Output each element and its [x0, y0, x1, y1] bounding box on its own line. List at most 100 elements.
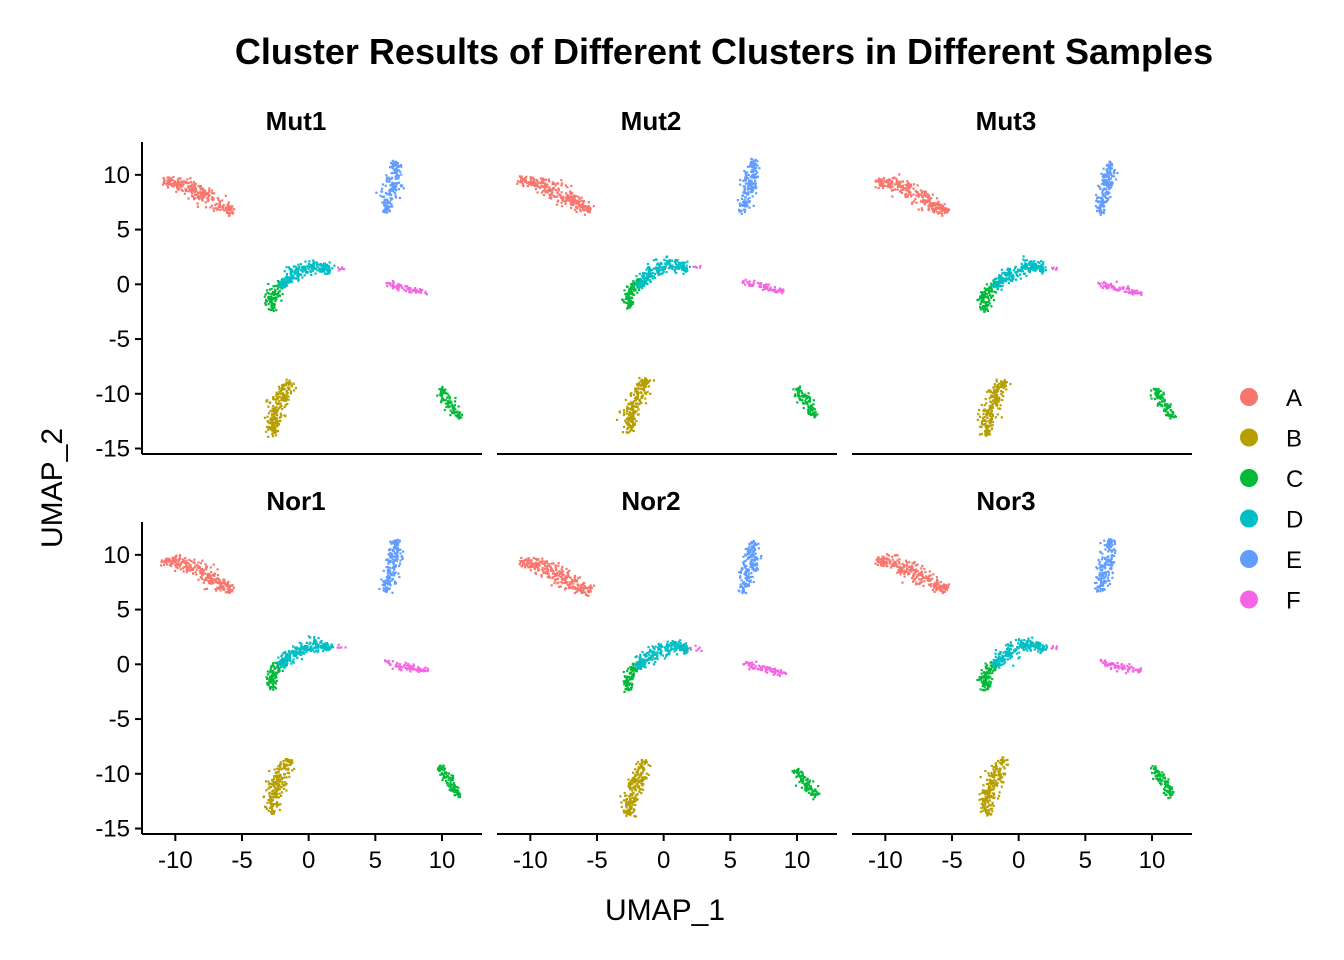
point-A — [219, 582, 222, 586]
point-C — [446, 396, 449, 399]
point-D — [654, 267, 657, 270]
point-A — [561, 577, 564, 580]
point-A — [558, 570, 561, 573]
point-A — [582, 583, 585, 586]
point-A — [561, 565, 564, 569]
point-B — [263, 795, 266, 798]
point-B — [618, 411, 621, 414]
point-D — [323, 644, 326, 647]
point-D — [312, 265, 315, 268]
point-D — [314, 272, 317, 275]
point-F — [1102, 285, 1105, 288]
point-D — [303, 646, 306, 649]
point-E — [1104, 196, 1108, 200]
point-E — [747, 201, 750, 204]
point-A — [176, 566, 179, 569]
point-A — [524, 180, 527, 183]
point-C — [1166, 412, 1169, 415]
point-F — [1102, 281, 1105, 284]
point-C — [443, 391, 446, 394]
point-B — [272, 409, 275, 413]
point-E — [1106, 182, 1109, 185]
point-D — [639, 280, 642, 283]
point-A — [219, 201, 222, 204]
point-B — [287, 388, 291, 391]
point-C — [1163, 399, 1166, 402]
point-B — [1000, 416, 1003, 419]
point-E — [386, 211, 389, 214]
point-D — [997, 276, 1000, 279]
point-C — [985, 288, 988, 291]
point-D — [305, 648, 308, 651]
point-B — [275, 406, 278, 409]
point-D — [289, 277, 292, 280]
point-F — [1054, 268, 1058, 271]
point-B — [285, 391, 288, 394]
point-B — [278, 400, 281, 403]
point-D — [1040, 267, 1043, 271]
point-F — [1115, 280, 1118, 283]
point-A — [575, 580, 578, 583]
point-B — [1003, 379, 1006, 382]
point-B — [630, 428, 633, 431]
point-C — [265, 298, 268, 301]
point-C — [449, 778, 452, 782]
point-E — [748, 179, 751, 182]
point-D — [320, 267, 323, 270]
point-E — [1099, 187, 1102, 190]
point-D — [1037, 261, 1040, 264]
point-A — [179, 568, 182, 571]
point-F — [397, 282, 400, 286]
point-E — [382, 589, 385, 592]
point-B — [991, 424, 994, 427]
point-C — [990, 290, 993, 293]
point-E — [388, 190, 391, 193]
point-A — [205, 565, 208, 569]
point-D — [1016, 270, 1019, 273]
point-A — [181, 189, 184, 192]
point-D — [676, 265, 679, 268]
point-C — [808, 396, 811, 399]
point-A — [572, 199, 575, 202]
point-A — [551, 182, 555, 185]
point-F — [758, 282, 761, 285]
point-C — [443, 388, 446, 392]
point-B — [633, 417, 636, 420]
point-C — [808, 410, 811, 413]
point-C — [278, 294, 281, 297]
point-C — [272, 285, 275, 288]
point-B — [280, 392, 283, 395]
point-E — [746, 177, 750, 180]
point-B — [984, 398, 987, 401]
point-A — [890, 189, 893, 192]
point-A — [550, 197, 553, 200]
point-B — [628, 414, 631, 417]
point-D — [996, 287, 999, 290]
point-D — [1038, 268, 1042, 271]
point-A — [224, 194, 227, 197]
point-A — [567, 584, 571, 587]
point-A — [175, 190, 178, 193]
point-C — [453, 407, 456, 410]
point-A — [176, 178, 179, 181]
point-C — [270, 301, 273, 304]
point-C — [1157, 392, 1160, 395]
point-E — [1109, 195, 1112, 199]
point-A — [206, 200, 209, 203]
point-C — [273, 686, 276, 689]
point-E — [392, 168, 395, 171]
point-B — [286, 402, 289, 405]
point-C — [986, 309, 989, 312]
point-E — [388, 177, 391, 181]
point-A — [228, 587, 231, 590]
point-A — [204, 193, 207, 196]
point-C — [804, 399, 807, 402]
point-C — [442, 769, 445, 772]
point-A — [910, 195, 913, 198]
point-C — [457, 792, 460, 795]
point-A — [204, 206, 208, 209]
point-F — [400, 669, 403, 672]
point-C — [621, 298, 624, 301]
point-A — [175, 562, 178, 566]
